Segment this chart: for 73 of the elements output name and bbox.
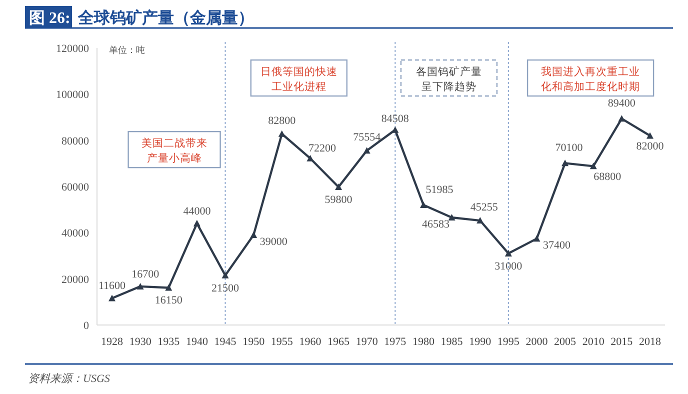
x-tick-label: 1995 xyxy=(497,336,520,348)
chart-title: 图 26: 全球钨矿产量（金属量） xyxy=(29,9,254,27)
x-tick-label: 1955 xyxy=(270,336,294,348)
data-label: 16700 xyxy=(132,268,160,280)
data-label: 72200 xyxy=(308,142,336,154)
point xyxy=(335,183,342,190)
point xyxy=(533,235,540,242)
point xyxy=(278,130,286,137)
y-tick-label: 100000 xyxy=(56,89,90,102)
point xyxy=(504,250,512,256)
y-tick-label: 80000 xyxy=(62,135,90,148)
point xyxy=(165,284,172,291)
point xyxy=(222,272,229,278)
y-tick-label: 0 xyxy=(84,320,90,332)
x-tick-label: 2010 xyxy=(582,336,605,348)
data-label: 75554 xyxy=(353,132,382,144)
x-tick-label: 1990 xyxy=(469,336,492,348)
point xyxy=(562,160,569,166)
data-label: 11600 xyxy=(98,280,126,292)
y-tick-label: 20000 xyxy=(62,274,90,286)
y-axis-title: 单位：吨 xyxy=(109,45,145,55)
data-label: 70100 xyxy=(555,142,584,154)
data-label: 82800 xyxy=(268,114,296,127)
text: 资料来源：USGS xyxy=(28,372,110,385)
point xyxy=(136,282,144,290)
point xyxy=(420,202,427,208)
data-label: 46583 xyxy=(422,218,450,230)
x-tick-label: 2000 xyxy=(526,336,548,348)
point xyxy=(646,132,654,139)
data-label: 89400 xyxy=(608,98,636,110)
data-label: 82000 xyxy=(636,140,664,153)
data-label: 37400 xyxy=(542,240,571,252)
data-label: 59800 xyxy=(324,194,353,206)
x-tick-label: 1965 xyxy=(328,336,350,348)
point xyxy=(618,115,626,122)
data-label: 21500 xyxy=(212,282,240,294)
data-label: 16150 xyxy=(154,294,183,307)
x-tick-label: 1985 xyxy=(440,336,464,348)
y-tick-label: 40000 xyxy=(62,228,90,240)
point xyxy=(448,214,456,220)
annotation: 各国钨矿产量呈下降趋势 xyxy=(416,65,482,94)
annotation: 我国进入再次重工业化和高加工度化时期 xyxy=(541,65,640,94)
x-tick-label: 1945 xyxy=(214,336,237,348)
y-tick-label: 60000 xyxy=(62,182,90,194)
x-tick-label: 1940 xyxy=(186,336,208,348)
x-tick-label: 2005 xyxy=(554,336,577,348)
data-label: 45255 xyxy=(470,202,498,214)
point xyxy=(476,217,484,224)
data-label: 84508 xyxy=(381,112,410,125)
x-tick-label: 1960 xyxy=(299,336,322,348)
annotation: 美国二战带来产量小高峰 xyxy=(141,136,208,165)
x-tick-label: 1975 xyxy=(384,336,407,348)
x-tick-label: 2015 xyxy=(610,336,634,348)
x-tick-label: 1970 xyxy=(356,336,378,348)
x-tick-label: 1928 xyxy=(101,336,124,348)
annotation: 日俄等国的快速工业化进程 xyxy=(260,65,338,94)
x-tick-label: 1980 xyxy=(412,336,435,348)
data-label: 68800 xyxy=(594,171,622,184)
x-tick-label: 1935 xyxy=(158,336,180,348)
point xyxy=(250,231,258,238)
point xyxy=(363,147,370,154)
point xyxy=(193,220,200,226)
data-label: 31000 xyxy=(494,260,523,272)
point xyxy=(306,154,314,162)
y-tick-label: 120000 xyxy=(56,43,90,55)
x-tick-label: 2018 xyxy=(639,336,662,348)
data-label: 51985 xyxy=(426,184,454,196)
point xyxy=(590,162,597,170)
point xyxy=(108,294,116,302)
x-tick-label: 1950 xyxy=(242,336,266,348)
data-label: 44000 xyxy=(183,205,212,218)
x-tick-label: 1930 xyxy=(129,336,152,348)
data-label: 39000 xyxy=(260,236,288,248)
